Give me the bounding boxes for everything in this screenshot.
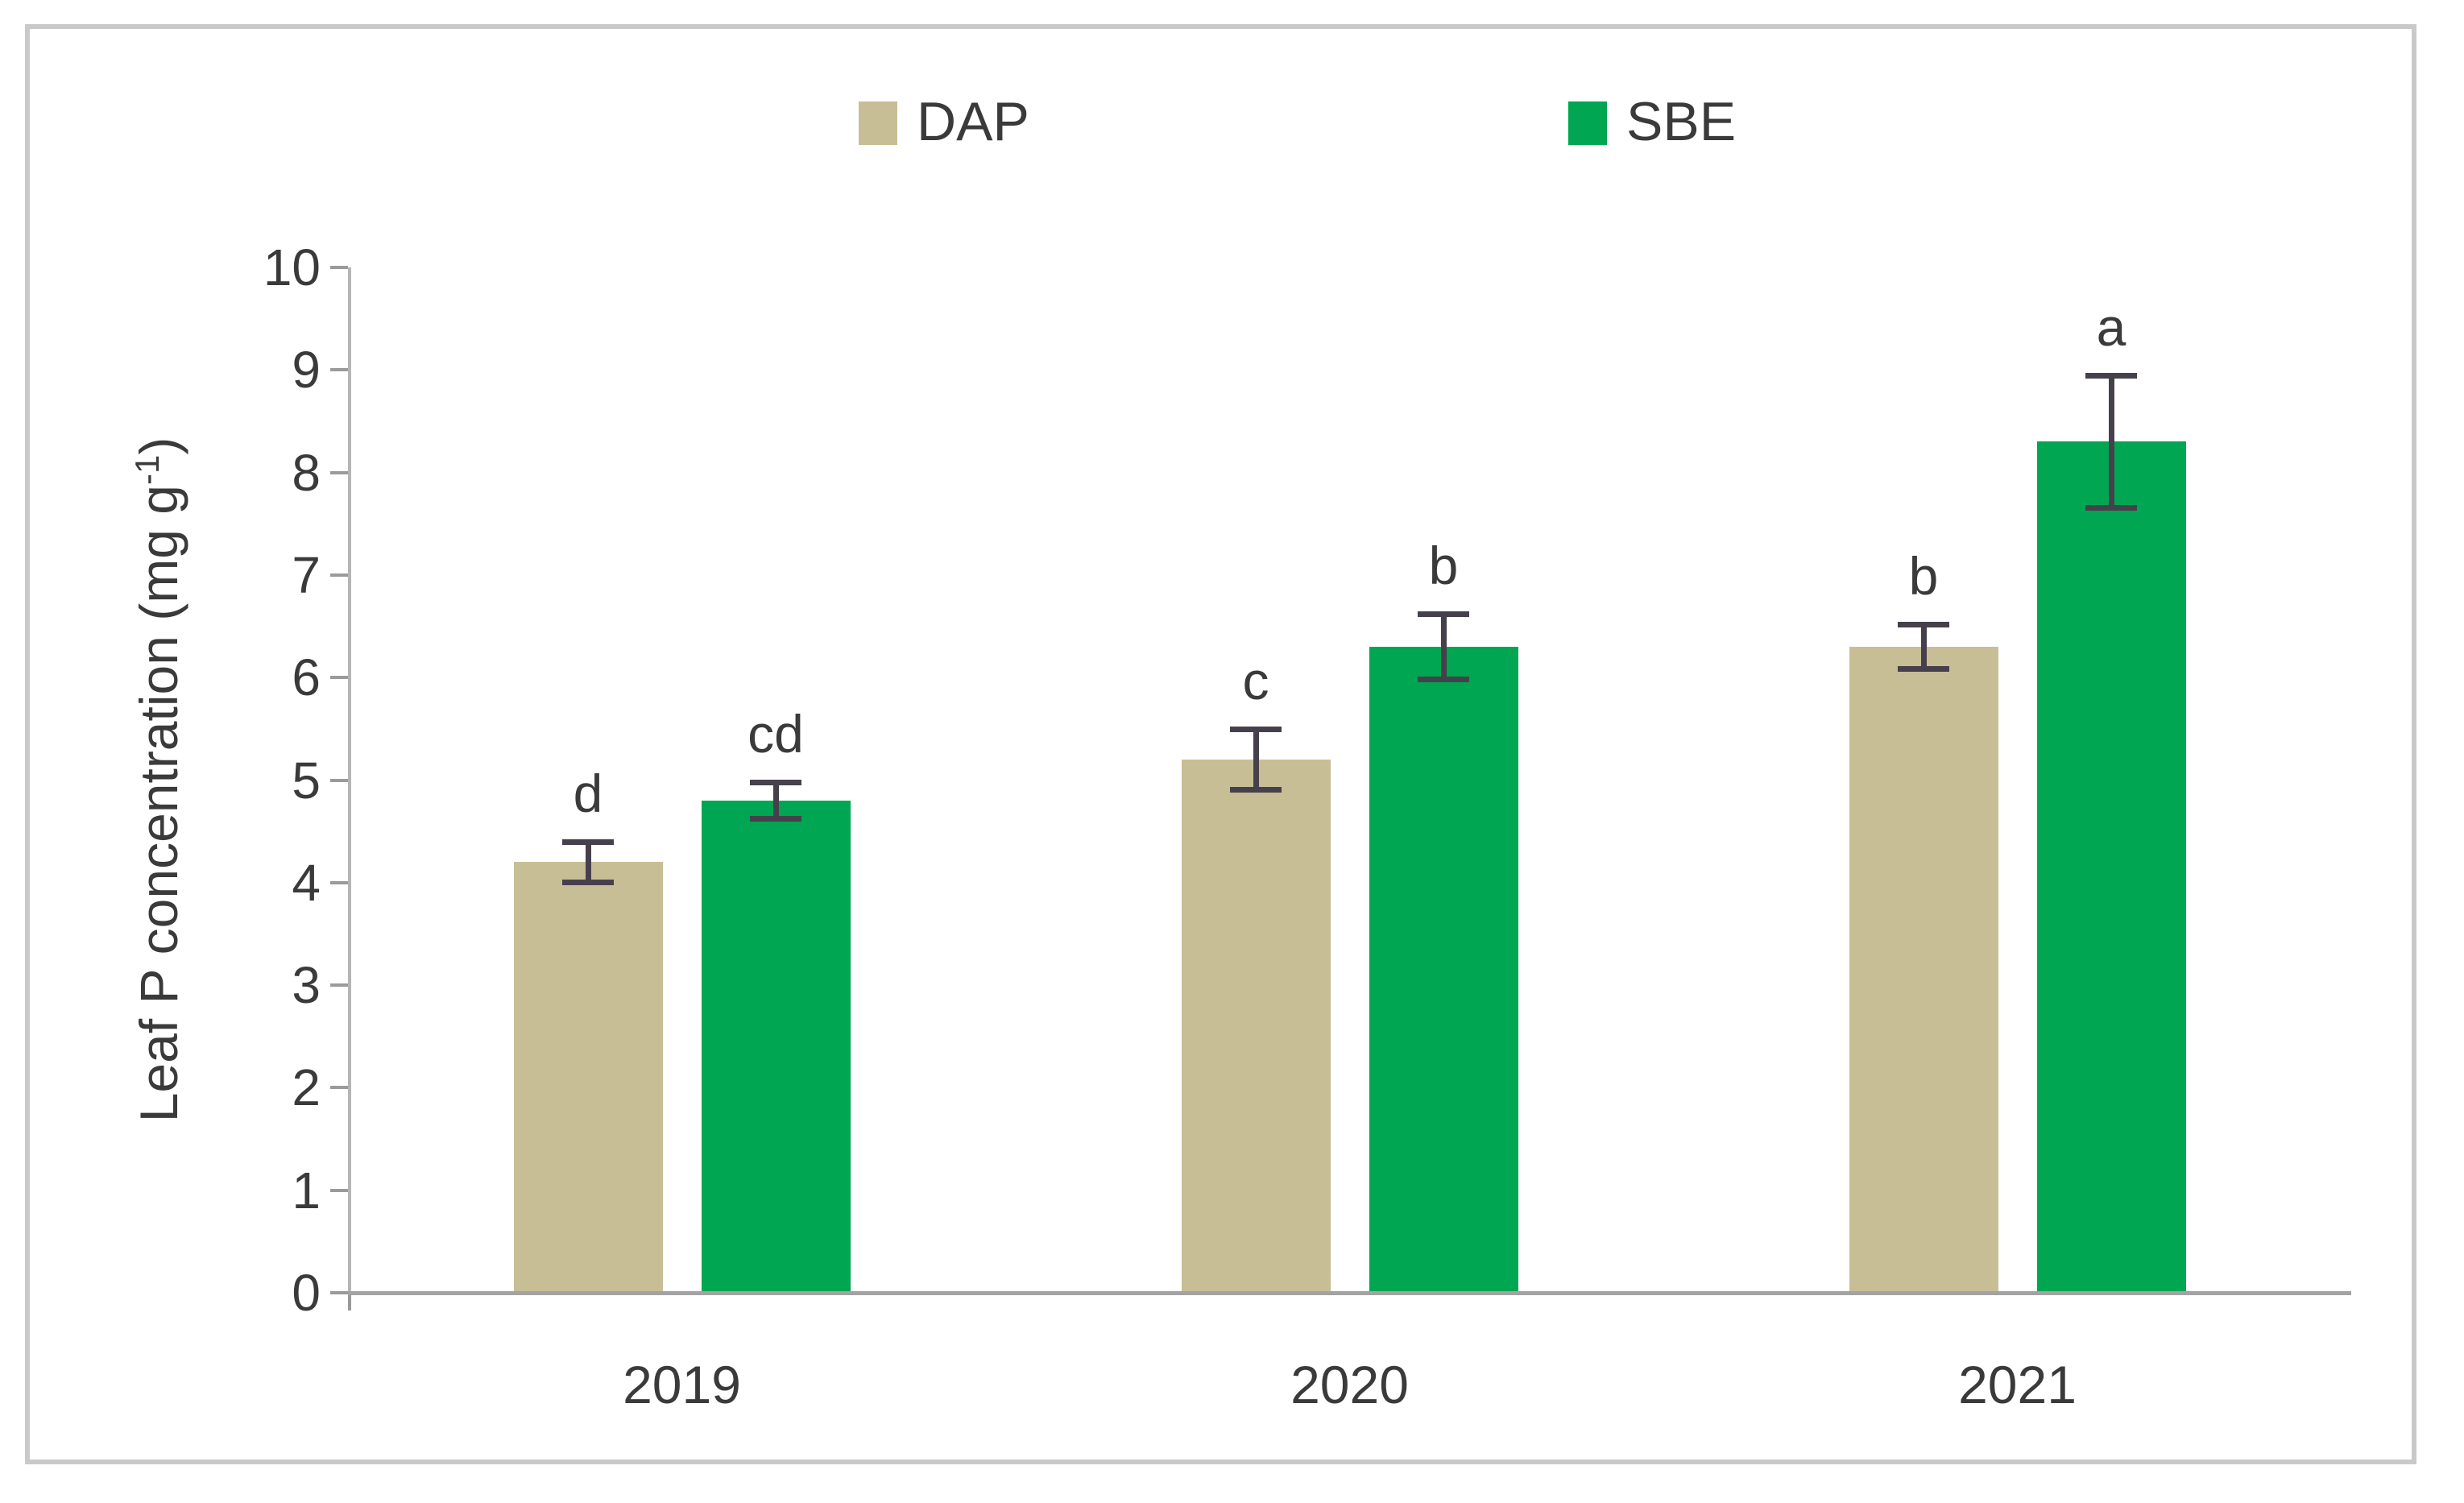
y-tick-mark-5 — [330, 778, 348, 782]
legend-swatch-sbe — [1568, 101, 1607, 145]
x-axis-label-2020: 2020 — [1290, 1355, 1409, 1414]
sig-letter-sbe-2020: b — [1428, 536, 1459, 596]
legend-swatch-dap — [859, 101, 897, 145]
error-cap-bottom-dap-2020 — [1230, 787, 1282, 793]
error-cap-top-sbe-2021 — [2085, 372, 2137, 379]
legend-label-sbe: SBE — [1626, 91, 1737, 152]
error-bar-dap-2021 — [1920, 624, 1927, 669]
error-bar-sbe-2019 — [772, 782, 779, 819]
y-axis-title-text: Leaf P concentration (mg g — [129, 485, 188, 1123]
error-cap-top-sbe-2020 — [1418, 611, 1469, 618]
x-axis-label-2021: 2021 — [1958, 1355, 2077, 1414]
y-tick-mark-1 — [330, 1188, 348, 1192]
error-bar-dap-2019 — [585, 841, 591, 883]
y-tick-mark-2 — [330, 1086, 348, 1090]
sig-letter-sbe-2019: cd — [747, 704, 804, 764]
sig-letter-sbe-2021: a — [2096, 296, 2126, 357]
x-origin-tick — [348, 1294, 351, 1310]
y-tick-label-10: 10 — [263, 238, 321, 296]
y-tick-mark-8 — [330, 470, 348, 474]
y-axis-line — [348, 267, 351, 1293]
y-tick-mark-9 — [330, 368, 348, 372]
y-tick-mark-4 — [330, 880, 348, 884]
sig-letter-dap-2020: c — [1242, 650, 1269, 710]
y-axis-title-close: ) — [129, 437, 188, 455]
bar-dap-2021 — [1849, 647, 1998, 1293]
y-tick-label-3: 3 — [292, 956, 321, 1015]
error-bar-sbe-2021 — [2108, 375, 2114, 509]
error-cap-bottom-dap-2019 — [562, 879, 614, 885]
y-tick-mark-7 — [330, 573, 348, 577]
error-cap-top-dap-2020 — [1230, 726, 1282, 732]
y-tick-label-7: 7 — [292, 545, 321, 604]
y-axis-title-superscript: -1 — [128, 454, 166, 486]
y-tick-label-2: 2 — [292, 1058, 321, 1117]
y-tick-label-0: 0 — [292, 1264, 321, 1322]
y-tick-mark-10 — [330, 266, 348, 269]
legend-label-dap: DAP — [917, 91, 1029, 152]
bar-dap-2019 — [513, 862, 663, 1293]
bar-sbe-2019 — [701, 800, 851, 1293]
error-cap-bottom-sbe-2020 — [1418, 676, 1469, 682]
error-cap-top-dap-2019 — [562, 838, 614, 845]
y-axis-title: Leaf P concentration (mg g-1) — [128, 437, 189, 1123]
error-cap-top-dap-2021 — [1898, 622, 1949, 627]
sig-letter-dap-2019: d — [573, 763, 603, 823]
sig-letter-dap-2021: b — [1908, 546, 1939, 606]
error-cap-bottom-sbe-2019 — [750, 815, 801, 822]
bar-dap-2020 — [1181, 760, 1331, 1293]
error-cap-bottom-sbe-2021 — [2085, 505, 2137, 511]
y-tick-label-1: 1 — [292, 1161, 321, 1219]
y-tick-label-5: 5 — [292, 751, 321, 809]
y-tick-mark-3 — [330, 983, 348, 988]
bar-sbe-2021 — [2036, 441, 2186, 1293]
bar-sbe-2020 — [1369, 647, 1518, 1293]
y-tick-label-4: 4 — [292, 853, 321, 912]
y-tick-label-9: 9 — [292, 341, 321, 400]
y-tick-label-8: 8 — [292, 443, 321, 502]
x-axis-label-2019: 2019 — [623, 1355, 741, 1414]
error-bar-sbe-2020 — [1440, 614, 1447, 680]
y-tick-label-6: 6 — [292, 648, 321, 707]
x-axis-line — [348, 1291, 2351, 1295]
y-tick-mark-0 — [330, 1291, 348, 1294]
error-bar-dap-2020 — [1253, 728, 1259, 791]
y-tick-mark-6 — [330, 676, 348, 680]
error-cap-top-sbe-2019 — [750, 780, 801, 786]
error-cap-bottom-dap-2021 — [1898, 666, 1949, 673]
